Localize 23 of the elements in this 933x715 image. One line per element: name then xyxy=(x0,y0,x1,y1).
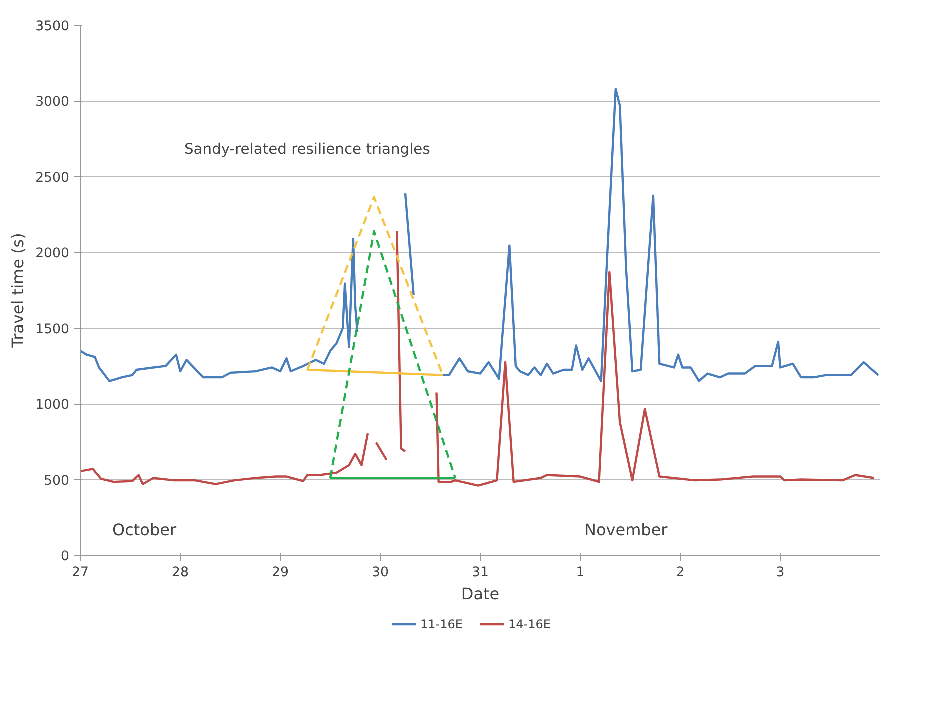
x-tick-label: 28 xyxy=(172,566,189,580)
annotation: Sandy-related resilience triangles xyxy=(184,141,430,158)
legend-label: 14-16E xyxy=(508,618,551,632)
y-axis-title: Travel time (s) xyxy=(8,233,28,349)
x-tick-label: 1 xyxy=(576,566,585,580)
x-tick-label: 29 xyxy=(272,566,289,580)
y-tick-label: 1500 xyxy=(36,322,70,338)
x-axis-title: Date xyxy=(461,584,500,604)
x-tick-label: 27 xyxy=(72,566,89,580)
x-tick-label: 3 xyxy=(776,566,785,580)
x-tick-label: 2 xyxy=(676,566,685,580)
y-tick-label: 2500 xyxy=(36,170,70,186)
y-tick-label: 3500 xyxy=(36,20,70,34)
y-tick-label: 1000 xyxy=(36,398,70,414)
x-tick-label: 31 xyxy=(472,566,489,580)
annotation: November xyxy=(584,520,668,540)
y-tick-label: 500 xyxy=(44,474,70,489)
y-tick-label: 3000 xyxy=(36,95,70,110)
legend-label: 11-16E xyxy=(420,618,463,632)
annotation: October xyxy=(112,520,177,540)
x-tick-label: 30 xyxy=(372,566,389,580)
y-tick-label: 0 xyxy=(61,550,70,564)
y-tick-label: 2000 xyxy=(36,246,70,262)
